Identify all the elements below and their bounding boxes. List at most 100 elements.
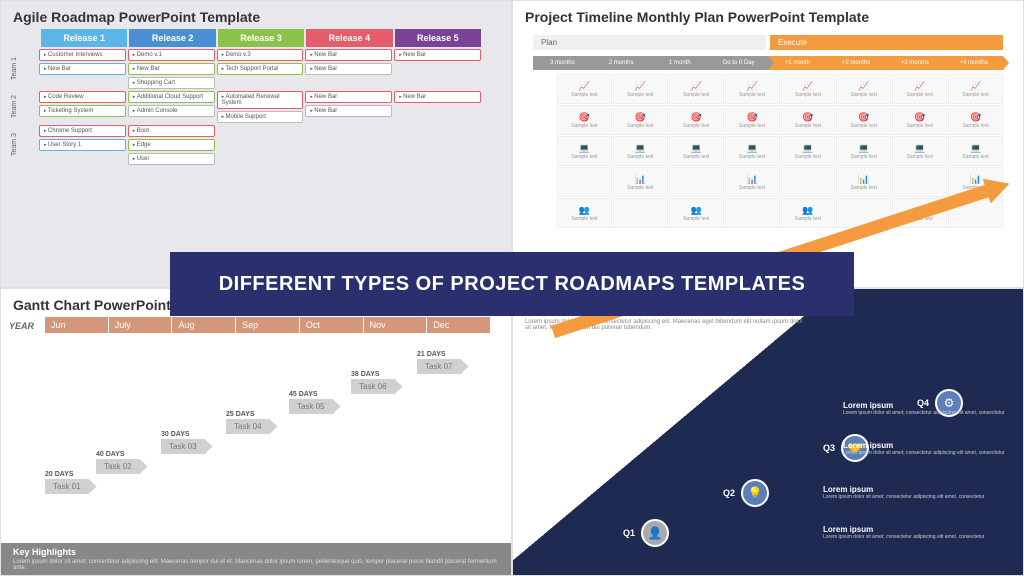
arrow-segment: +3 months [886,56,945,70]
quarter-icon: 💡 [741,479,769,507]
grid-cell: 💻Sample text [557,136,612,166]
grid-cell: 🎯Sample text [725,105,780,135]
quarter-text: Lorem ipsumLorem ipsum dolor sit amet; c… [823,485,1003,500]
task-card: Mobile Support [217,111,304,123]
grid-cell: 💻Sample text [669,136,724,166]
gantt-task: 45 DAYSTask 05 [289,391,333,414]
gantt-task: 25 DAYSTask 04 [226,411,270,434]
gantt-task: 21 DAYSTask 07 [417,351,461,374]
grid-cell: 📈Sample text [613,74,668,104]
cell-icon: 👥 [802,205,813,216]
q1-title: Agile Roadmap PowerPoint Template [1,1,511,29]
task-card: User Story 1 [39,139,126,151]
grid-cell: 📈Sample text [781,74,836,104]
grid-cell: 📊Sample text [613,167,668,197]
teams-container: Team 1Customer InterviewsNew BarDemo v.1… [1,47,511,165]
task-card: Demo v.3 [217,49,304,61]
cell-icon: 📊 [635,174,646,185]
task-card: Tech Support Portal [217,63,304,75]
quarter-node: Q2💡 [723,479,769,507]
task-card: New Bar [305,91,392,103]
grid-cell [557,167,612,197]
grid-cell: 💻Sample text [725,136,780,166]
cell-icon: 📈 [579,81,590,92]
month-cell: Jun [45,317,109,333]
task-card: Automated Renewal System [217,91,304,109]
task-card: Admin Console [128,105,215,117]
task-card: Chrome Support [39,125,126,137]
release-tab: Release 5 [395,29,481,47]
team-label: Team 1 [11,49,39,89]
cell-icon: 💻 [914,143,925,154]
cell-icon: 💻 [579,143,590,154]
cell-icon: 🎯 [635,112,646,123]
grid-cell: 📊Sample text [836,167,891,197]
phase-bar: PlanExecute [513,29,1023,56]
cell-icon: 🎯 [579,112,590,123]
cell-icon: 📈 [635,81,646,92]
cell-icon: 📊 [970,174,981,185]
task-card: Edge [128,139,215,151]
month-cell: Dec [427,317,491,333]
gantt-task: 20 DAYSTask 01 [45,471,89,494]
cell-icon: 📈 [802,81,813,92]
team-row: Team 1Customer InterviewsNew BarDemo v.1… [11,49,481,89]
month-cell: Oct [300,317,364,333]
year-label: YEAR [9,321,34,331]
grid-cell: 💻Sample text [613,136,668,166]
grid-cell: 🎯Sample text [613,105,668,135]
grid-cell: 🎯Sample text [948,105,1003,135]
team-row: Team 3Chrome SupportUser Story 1BootEdge… [11,125,481,165]
grid-cell: 📈Sample text [836,74,891,104]
gantt-task: 40 DAYSTask 02 [96,451,140,474]
grid-cell: 👥Sample text [669,198,724,228]
quarter-text: Lorem ipsumLorem ipsum dolor sit amet; c… [843,401,1023,416]
grid-cell [725,198,780,228]
release-tab: Release 2 [129,29,215,47]
month-header: JunJulyAugSepOctNovDec [1,317,511,333]
grid-cell: 🎯Sample text [781,105,836,135]
highlights-box: Key Highlights Lorem ipsum dolor sit ame… [1,543,511,575]
team-row: Team 2Code ReviewTicketing SystemAdditio… [11,91,481,123]
grid-cell: 📈Sample text [948,74,1003,104]
task-card: New Bar [305,105,392,117]
cell-icon: 📈 [858,81,869,92]
quarter-icon: 👤 [641,519,669,547]
task-card: New Bar [305,63,392,75]
grid-cell: 📊Sample text [725,167,780,197]
grid-cell: 📈Sample text [669,74,724,104]
highlights-body: Lorem ipsum dolor sit amet; consectetur … [13,559,499,571]
arrow-segment: Go to 0 Day [709,56,768,70]
task-card: Additional Cloud Support [128,91,215,103]
grid-cell [669,167,724,197]
cell-icon: 💻 [970,143,981,154]
task-card: New Bar [394,49,481,61]
team-label: Team 2 [11,91,39,123]
arrow-segment: 1 month [651,56,710,70]
cell-icon: 💻 [858,143,869,154]
release-tabs: Release 1Release 2Release 3Release 4Rele… [1,29,511,47]
arrow-segment: +2 months [827,56,886,70]
team-label: Team 3 [11,125,39,165]
grid-cell: 💻Sample text [948,136,1003,166]
cell-icon: 📊 [746,174,757,185]
gantt-area: 20 DAYSTask 0140 DAYSTask 0230 DAYSTask … [1,333,511,503]
cell-icon: 👥 [691,205,702,216]
grid-cell: 📈Sample text [557,74,612,104]
month-cell: Aug [172,317,236,333]
month-cell: Nov [364,317,428,333]
quarter-node: Q1👤 [623,519,669,547]
release-tab: Release 1 [41,29,127,47]
month-cell: July [109,317,173,333]
grid-cell: 📈Sample text [725,74,780,104]
cell-icon: 🎯 [970,112,981,123]
grid-cell [892,167,947,197]
arrow-segment: +4 months [944,56,1003,70]
cell-icon: 📈 [970,81,981,92]
task-card: New Bar [39,63,126,75]
quarter-text: Lorem ipsumLorem ipsum dolor sit amet; c… [823,525,1003,540]
cell-icon: 📈 [914,81,925,92]
task-card: Code Review [39,91,126,103]
phase-label: Plan [533,35,766,50]
grid-cell: 🎯Sample text [836,105,891,135]
